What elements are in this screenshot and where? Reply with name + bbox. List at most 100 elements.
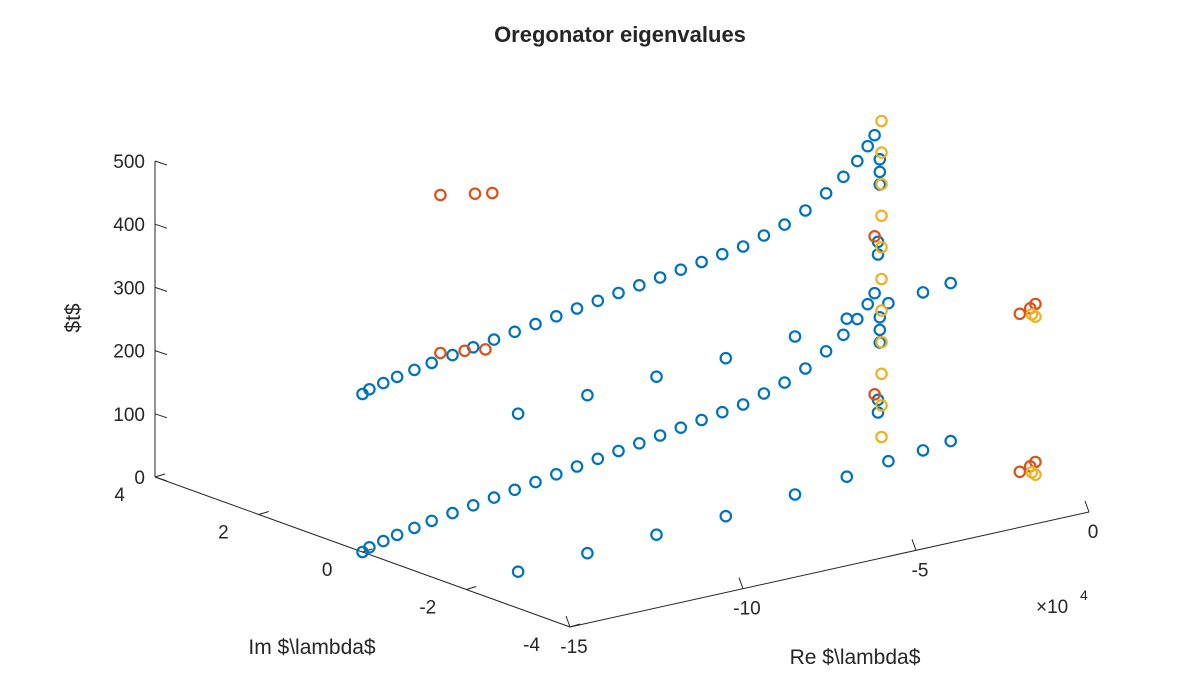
re-axis-line bbox=[569, 511, 1090, 628]
series-1-point bbox=[819, 344, 833, 358]
x-tick-mark bbox=[911, 539, 917, 551]
z-tick-label: 0 bbox=[134, 468, 145, 489]
x-tick-label: 0 bbox=[1088, 522, 1099, 543]
series-1-point bbox=[376, 534, 390, 548]
series-1-point bbox=[650, 370, 663, 383]
series-1-point bbox=[695, 255, 708, 269]
series-2-point bbox=[458, 344, 471, 358]
z-tick-mark bbox=[154, 413, 168, 419]
x-tick-mark bbox=[565, 615, 571, 628]
series-1-point bbox=[487, 333, 501, 346]
z-tick-mark bbox=[154, 286, 168, 292]
series-2-point bbox=[1013, 307, 1027, 321]
series-1-point bbox=[799, 362, 812, 375]
series-1-point bbox=[868, 286, 881, 300]
series-1-point bbox=[719, 351, 733, 365]
series-1-point bbox=[788, 488, 802, 501]
z-tick-mark bbox=[154, 223, 168, 229]
series-1-point bbox=[861, 139, 874, 153]
series-1-point bbox=[363, 540, 376, 554]
series-1-point bbox=[873, 153, 887, 166]
series-1-point bbox=[653, 271, 667, 284]
series-1-point bbox=[788, 330, 802, 343]
series-1-point bbox=[715, 247, 729, 261]
ticks-group: 0 100 200 300 400 500 4 2 0 -2 -4 -15 -10 -5 0 bbox=[113, 152, 1098, 658]
series-1-point bbox=[632, 436, 646, 450]
z-tick-label: 300 bbox=[113, 278, 145, 299]
series-1-point bbox=[837, 328, 850, 342]
series-1-point bbox=[819, 187, 833, 200]
series-3-point bbox=[875, 114, 888, 128]
series-1-point bbox=[591, 452, 605, 466]
series-1-point bbox=[799, 204, 812, 217]
series-1-point bbox=[425, 356, 438, 370]
series-1-point bbox=[871, 248, 885, 261]
series-3-point bbox=[875, 335, 888, 349]
series-1-point bbox=[868, 128, 881, 142]
z-tick-label: 200 bbox=[113, 342, 145, 363]
series-1-point bbox=[840, 470, 854, 483]
series-1-point bbox=[376, 376, 390, 390]
series-1-point bbox=[778, 376, 791, 389]
y-tick-label: 2 bbox=[218, 523, 229, 544]
z-tick-label: 100 bbox=[113, 405, 145, 426]
series-3-point bbox=[875, 209, 888, 223]
y-tick-label: 0 bbox=[322, 560, 333, 581]
z-tick-mark bbox=[154, 160, 168, 166]
series-3-point bbox=[875, 241, 888, 254]
series-1-point bbox=[695, 413, 708, 427]
series-1-point bbox=[850, 154, 864, 168]
series-3-point bbox=[875, 367, 888, 381]
series-1-point bbox=[916, 286, 930, 299]
series-1-point bbox=[944, 276, 957, 290]
series-1-point bbox=[446, 348, 459, 362]
y-tick-mark bbox=[154, 473, 166, 478]
x-exponent: ×10 4 bbox=[1036, 587, 1088, 618]
x-tick-mark bbox=[1084, 500, 1090, 513]
series-1-point bbox=[650, 528, 663, 541]
x-tick-label: -15 bbox=[560, 637, 587, 658]
series-1-point bbox=[511, 407, 525, 420]
series-2-point bbox=[434, 346, 447, 360]
series-1-point bbox=[508, 325, 521, 339]
series-1-point bbox=[446, 506, 459, 520]
y-tick-mark bbox=[466, 586, 477, 590]
series-1-point bbox=[840, 312, 854, 325]
z-tick-label: 500 bbox=[113, 152, 145, 173]
series-1-point bbox=[508, 483, 521, 497]
series-1-point bbox=[466, 498, 480, 512]
series-1-point bbox=[408, 363, 421, 377]
series-1-point bbox=[581, 546, 594, 560]
x-tick-label: -10 bbox=[733, 599, 760, 620]
series-2-point bbox=[468, 187, 482, 200]
series-1-point bbox=[873, 165, 887, 179]
series-1-point bbox=[529, 317, 542, 331]
series-1-point bbox=[837, 170, 850, 184]
series-3-point bbox=[875, 304, 888, 317]
z-tick-mark bbox=[154, 350, 168, 356]
series-1-point bbox=[882, 296, 895, 310]
series-1-point bbox=[612, 444, 625, 458]
series-1-point bbox=[408, 521, 421, 535]
x-tick-mark bbox=[738, 577, 744, 589]
series-1-point bbox=[719, 509, 733, 523]
series-1-point bbox=[778, 218, 791, 231]
series-1-point bbox=[425, 514, 438, 528]
x-axis-label: Re $\lambda$ bbox=[790, 646, 921, 669]
series-1-point bbox=[871, 406, 885, 419]
series-1-point bbox=[674, 421, 688, 434]
series-1-point bbox=[873, 323, 887, 337]
series-1-point bbox=[944, 434, 957, 448]
series-2-point bbox=[434, 188, 447, 202]
y-tick-label: -4 bbox=[523, 635, 540, 656]
y-tick-label: 4 bbox=[114, 485, 125, 506]
series-1-point bbox=[549, 309, 563, 323]
y-tick-mark bbox=[258, 511, 269, 515]
x-tick-label: -5 bbox=[912, 560, 929, 581]
z-axis-label: $t$ bbox=[62, 303, 85, 333]
series-2-point bbox=[868, 230, 881, 243]
scatter-marks bbox=[356, 114, 1042, 578]
series-1-point bbox=[390, 370, 404, 384]
series-3-point bbox=[875, 146, 888, 159]
